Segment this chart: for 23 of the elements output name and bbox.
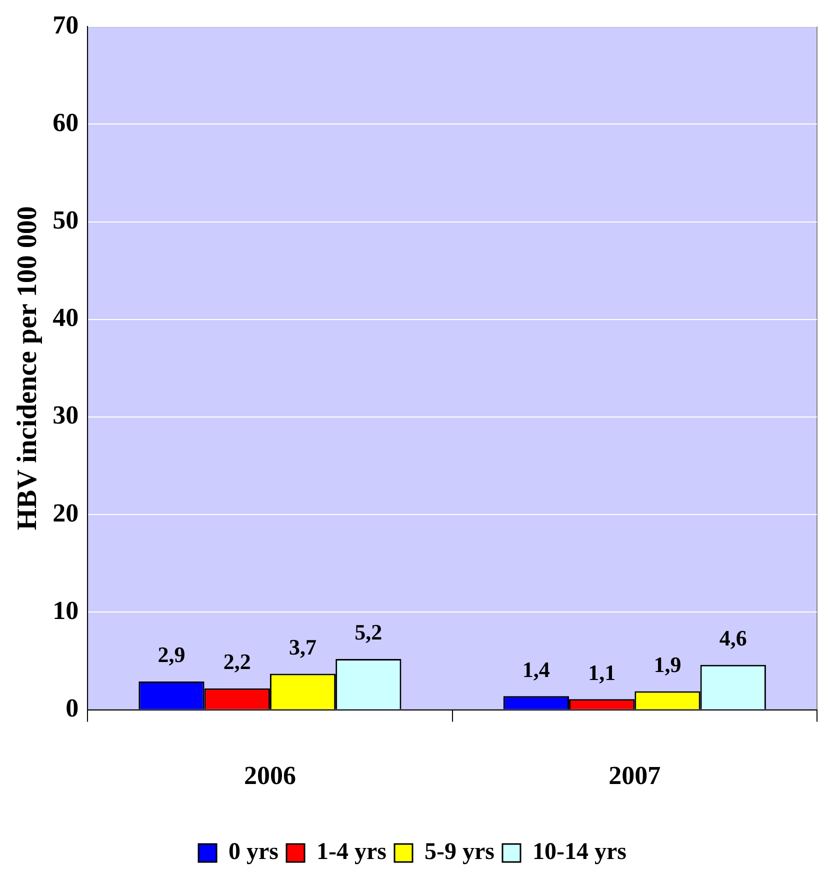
data-label: 2,9 (158, 642, 186, 668)
data-label: 3,7 (289, 634, 317, 660)
data-label: 1,9 (654, 652, 682, 677)
y-tick-label: 30 (52, 400, 79, 430)
y-tick-label: 50 (52, 206, 79, 235)
y-tick-label: 60 (52, 108, 79, 137)
data-label: 4,6 (719, 626, 747, 651)
x-tick-label: 2006 (244, 761, 296, 790)
data-label: 5,2 (354, 620, 382, 645)
data-label: 2,2 (223, 649, 251, 674)
y-tick-label: 20 (52, 498, 79, 528)
y-tick-label: 0 (66, 694, 79, 723)
legend-label: 10-14 yrs (532, 839, 626, 866)
legend-label: 5-9 yrs (424, 839, 494, 866)
y-tick-label: 70 (52, 10, 79, 40)
y-axis-title: HBV incidence per 100 000 (12, 206, 44, 530)
data-label: 1,4 (522, 656, 550, 682)
x-tick-label: 2007 (608, 761, 661, 790)
y-tick-label: 10 (52, 596, 79, 625)
data-label: 1,1 (588, 660, 616, 685)
y-tick-label: 40 (52, 303, 79, 332)
legend-label: 0 yrs (228, 839, 279, 866)
legend-label: 1-4 yrs (316, 839, 387, 866)
